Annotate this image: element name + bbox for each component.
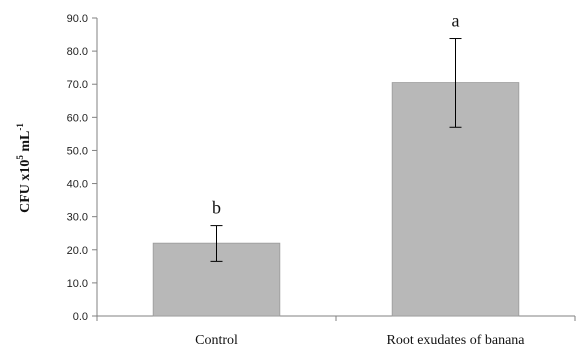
y-axis-label-exp2: -1 [15, 123, 25, 131]
y-tick-label-0: 0.0 [73, 311, 88, 323]
significance-label-1: a [452, 11, 460, 31]
significance-label-0: b [212, 198, 221, 218]
x-tick-label-0: Control [195, 333, 238, 348]
y-tick-label-8: 80.0 [67, 46, 88, 58]
y-axis-label-mid: mL [18, 131, 33, 156]
y-axis-label: CFU x105 mL-1 [15, 123, 33, 213]
y-tick-label-7: 70.0 [67, 79, 88, 91]
y-tick-label-2: 20.0 [67, 245, 88, 257]
x-tick-label-1: Root exudates of banana [386, 333, 525, 348]
y-tick-label-5: 50.0 [67, 145, 88, 157]
y-tick-label-3: 30.0 [67, 212, 88, 224]
y-axis-label-exp1: 5 [15, 155, 25, 160]
y-tick-label-1: 10.0 [67, 278, 88, 290]
y-tick-label-9: 90.0 [67, 13, 88, 25]
plot-area: 0.0 10.0 20.0 30.0 40.0 50.0 60.0 70.0 80.0 90.0 b… [67, 11, 576, 348]
y-axis-label-base: CFU x10 [18, 160, 33, 213]
y-tick-label-6: 60.0 [67, 112, 88, 124]
y-tick-label-4: 40.0 [67, 179, 88, 191]
